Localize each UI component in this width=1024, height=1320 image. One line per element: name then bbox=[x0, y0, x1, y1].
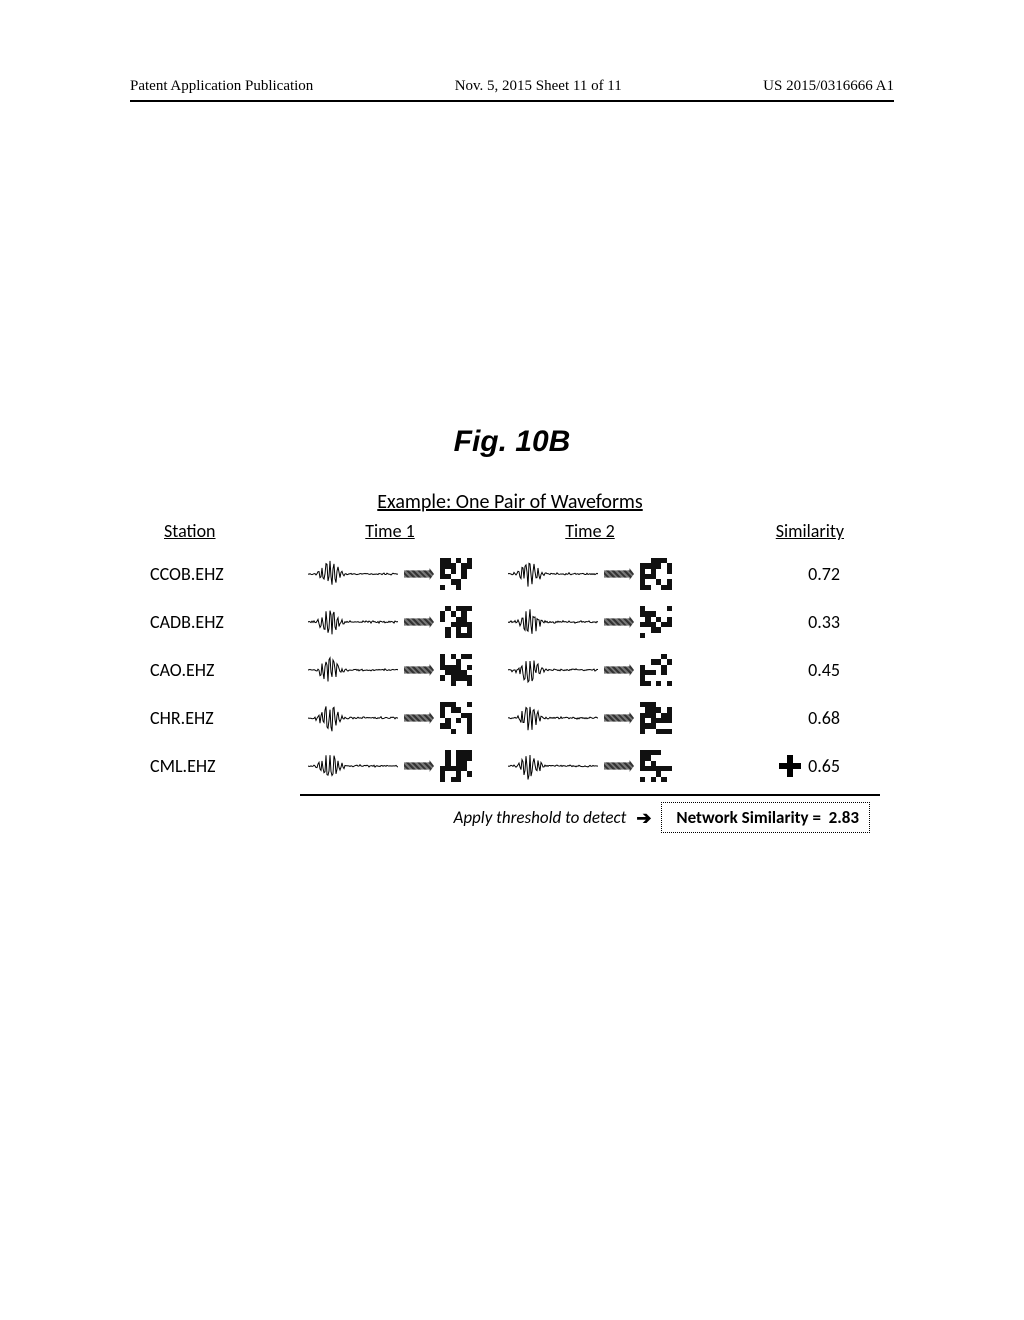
page-header: Patent Application Publication Nov. 5, 2… bbox=[130, 78, 894, 95]
table-row: CADB.EHZ 0.33 bbox=[150, 598, 870, 646]
fingerprint-icon bbox=[440, 654, 472, 686]
arrow-icon bbox=[604, 664, 634, 676]
fingerprint-icon bbox=[440, 606, 472, 638]
table-row: CML.EHZ 0.65 bbox=[150, 742, 870, 790]
apply-threshold-text: Apply threshold to detect bbox=[453, 807, 626, 828]
fingerprint-icon bbox=[440, 702, 472, 734]
col-header-similarity: Similarity bbox=[690, 520, 870, 542]
arrow-icon bbox=[604, 760, 634, 772]
waveform-time1 bbox=[290, 750, 490, 782]
footer-block: Apply threshold to detect ➔ Network Simi… bbox=[150, 794, 870, 833]
fingerprint-icon bbox=[440, 750, 472, 782]
header-rule bbox=[130, 100, 894, 102]
station-label: CML.EHZ bbox=[150, 755, 290, 777]
header-right: US 2015/0316666 A1 bbox=[763, 78, 894, 95]
arrow-icon bbox=[404, 760, 434, 772]
waveform-time2 bbox=[490, 654, 690, 686]
fingerprint-icon bbox=[640, 654, 672, 686]
sum-rule bbox=[300, 794, 880, 796]
net-sim-value: 2.83 bbox=[829, 807, 859, 828]
fingerprint-icon bbox=[640, 606, 672, 638]
station-label: CADB.EHZ bbox=[150, 611, 290, 633]
example-title: Example: One Pair of Waveforms bbox=[150, 490, 870, 514]
column-headers: Station Time 1 Time 2 Similarity bbox=[150, 520, 870, 542]
waveform-time2 bbox=[490, 702, 690, 734]
arrow-icon bbox=[604, 616, 634, 628]
arrow-icon bbox=[604, 568, 634, 580]
waveform-time1 bbox=[290, 558, 490, 590]
similarity-value: 0.72 bbox=[690, 563, 870, 585]
table-row: CAO.EHZ 0.45 bbox=[150, 646, 870, 694]
waveform-time1 bbox=[290, 654, 490, 686]
waveform-time2 bbox=[490, 558, 690, 590]
similarity-value: 0.65 bbox=[690, 755, 870, 777]
similarity-value: 0.45 bbox=[690, 659, 870, 681]
fingerprint-icon bbox=[640, 702, 672, 734]
col-header-station: Station bbox=[150, 520, 290, 542]
similarity-value: 0.68 bbox=[690, 707, 870, 729]
arrow-icon bbox=[404, 712, 434, 724]
col-header-time2: Time 2 bbox=[490, 520, 690, 542]
figure-label: Fig. 10B bbox=[0, 425, 1024, 459]
waveform-time2 bbox=[490, 606, 690, 638]
station-label: CAO.EHZ bbox=[150, 659, 290, 681]
col-header-time1: Time 1 bbox=[290, 520, 490, 542]
station-label: CHR.EHZ bbox=[150, 707, 290, 729]
fingerprint-icon bbox=[640, 750, 672, 782]
fingerprint-icon bbox=[440, 558, 472, 590]
arrow-icon bbox=[404, 664, 434, 676]
arrow-icon bbox=[404, 616, 434, 628]
plus-icon bbox=[779, 755, 801, 777]
arrow-icon: ➔ bbox=[636, 807, 651, 829]
table-row: CHR.EHZ 0.68 bbox=[150, 694, 870, 742]
waveform-time1 bbox=[290, 702, 490, 734]
network-similarity-box: Network Similarity = 2.83 bbox=[661, 802, 870, 833]
header-left: Patent Application Publication bbox=[130, 78, 313, 95]
net-sim-label: Network Similarity = bbox=[676, 807, 821, 828]
similarity-value: 0.33 bbox=[690, 611, 870, 633]
arrow-icon bbox=[404, 568, 434, 580]
footer-line: Apply threshold to detect ➔ Network Simi… bbox=[150, 802, 870, 833]
figure-content: Example: One Pair of Waveforms Station T… bbox=[150, 490, 870, 833]
arrow-icon bbox=[604, 712, 634, 724]
waveform-time2 bbox=[490, 750, 690, 782]
waveform-time1 bbox=[290, 606, 490, 638]
table-row: CCOB.EHZ 0.72 bbox=[150, 550, 870, 598]
header-center: Nov. 5, 2015 Sheet 11 of 11 bbox=[455, 78, 622, 95]
rows-container: CCOB.EHZ 0.72 CADB.EHZ 0.33 CAO.EHZ 0.45 CHR.E… bbox=[150, 550, 870, 790]
station-label: CCOB.EHZ bbox=[150, 563, 290, 585]
fingerprint-icon bbox=[640, 558, 672, 590]
